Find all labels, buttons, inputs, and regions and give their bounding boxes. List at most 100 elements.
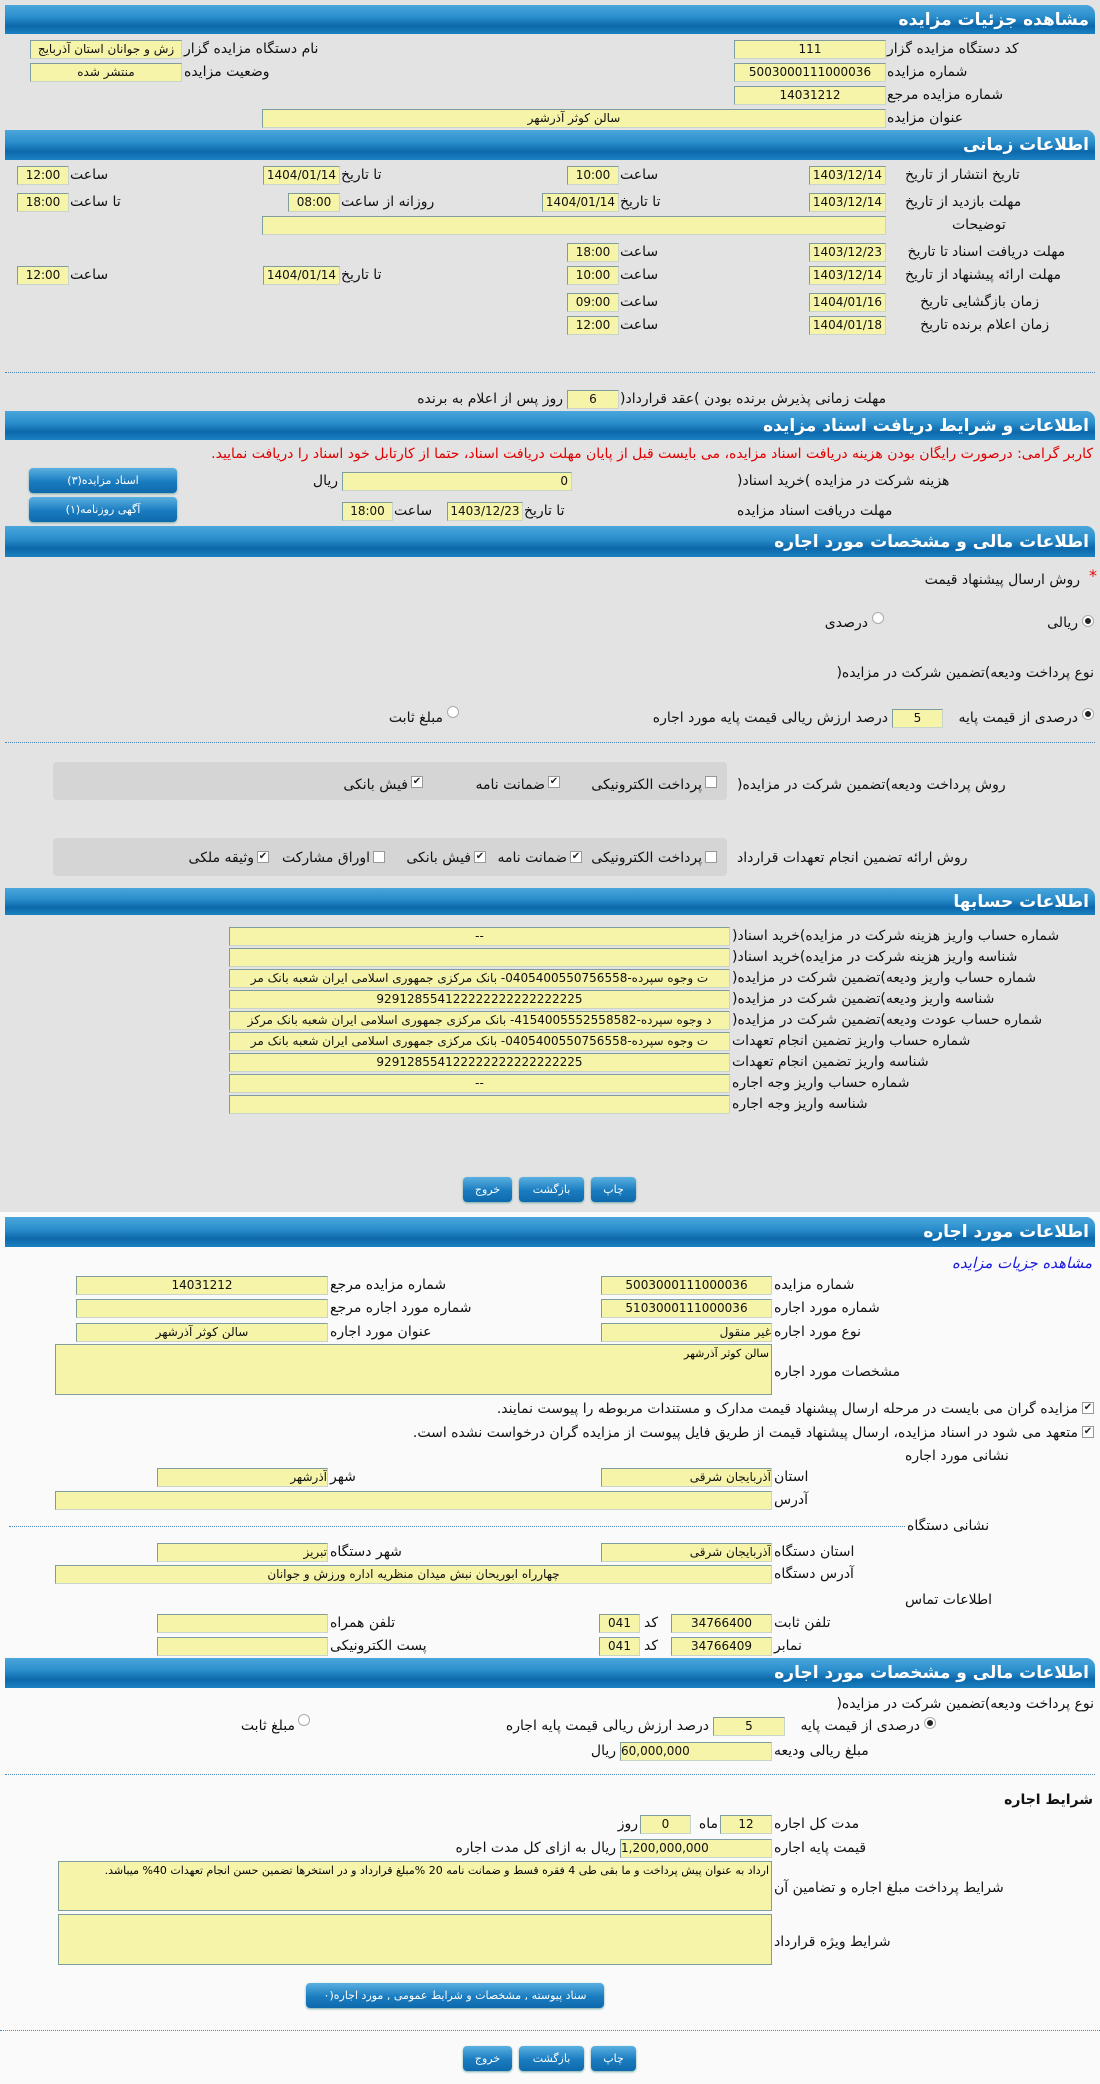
province-field[interactable]: آذربایجان شرقی <box>601 1468 772 1487</box>
auction-subject-label: عنوان مزایده <box>887 110 964 126</box>
auction-details-link[interactable]: مشاهده جزیات مزایده <box>952 1254 1092 1272</box>
offer-to-time[interactable]: 12:00 <box>17 266 69 285</box>
offer-from-time[interactable]: 10:00 <box>567 266 619 285</box>
lease-item-ref[interactable] <box>76 1299 328 1318</box>
org-city-field[interactable]: تبریز <box>157 1543 328 1562</box>
exit-button[interactable]: خروج <box>463 1177 512 1202</box>
address-field[interactable] <box>55 1491 772 1510</box>
fee-field[interactable]: 0 <box>342 472 572 491</box>
docs-to-date[interactable]: 1403/12/23 <box>447 502 523 521</box>
days-field[interactable]: 0 <box>640 1815 691 1834</box>
opening-date[interactable]: 1404/01/16 <box>809 293 886 312</box>
city-field[interactable]: آذرشهر <box>157 1468 328 1487</box>
phone-field[interactable]: 34766400 <box>671 1614 772 1633</box>
deposit-payment-label: روش پرداخت ودیعه)تضمین شرکت در مزایده( <box>737 777 1006 793</box>
lease-spec-textarea[interactable]: سالن کوثر آذرشهر <box>55 1344 772 1395</box>
account-field[interactable]: د وجوه سپرده-4154005552558582- بانک مرکز… <box>229 1011 730 1030</box>
offer-to-date[interactable]: 1404/01/14 <box>263 266 340 285</box>
newspaper-ad-button[interactable]: آگهی روزنامه(۱) <box>29 497 177 522</box>
docs-to-time[interactable]: 18:00 <box>342 502 393 521</box>
print-button[interactable]: چاپ <box>591 1177 636 1202</box>
pct-base-radio[interactable] <box>1082 708 1094 720</box>
account-field[interactable] <box>229 948 730 967</box>
checkbox-bank-receipt[interactable]: ✔ <box>411 776 423 788</box>
deposit-type-label: نوع پرداخت ودیعه)تضمین شرکت در مزایده( <box>836 1696 1094 1712</box>
percent-radio[interactable] <box>872 612 884 624</box>
exit-button[interactable]: خروج <box>463 2046 512 2071</box>
print-button[interactable]: چاپ <box>591 2046 636 2071</box>
back-button[interactable]: بازگشت <box>519 2046 584 2071</box>
special-terms-textarea[interactable] <box>58 1914 772 1965</box>
org-name-field[interactable]: زش و جوانان استان آذربایج <box>30 40 182 59</box>
checkbox-bonds[interactable] <box>373 851 385 863</box>
org-address-field[interactable]: چهارراه ابوریحان نبش میدان منظریه اداره … <box>55 1565 772 1584</box>
attachments-button[interactable]: سناد پیوسته , مشخصات و شرایط عمومی , مور… <box>306 1983 604 2008</box>
account-field[interactable]: -- <box>229 927 730 946</box>
email-field[interactable] <box>157 1637 328 1656</box>
account-field[interactable]: 929128554122222222222222225 <box>229 1053 730 1072</box>
lease-ref-number[interactable]: 14031212 <box>76 1276 328 1295</box>
checkbox-bank-receipt[interactable]: ✔ <box>474 851 486 863</box>
checkbox-no-attachment-commit[interactable]: ✔ <box>1082 1426 1094 1438</box>
publish-from-date[interactable]: 1403/12/14 <box>809 166 886 185</box>
notes-field[interactable] <box>262 216 886 235</box>
ref-number-field[interactable]: 14031212 <box>734 86 886 105</box>
fax-field[interactable]: 34766409 <box>671 1637 772 1656</box>
rial-radio[interactable] <box>1082 615 1094 627</box>
months-field[interactable]: 12 <box>720 1815 772 1834</box>
fixed-radio[interactable] <box>298 1714 310 1726</box>
visit-daily-from[interactable]: 08:00 <box>288 193 340 212</box>
checkbox-electronic[interactable] <box>705 776 717 788</box>
account-field[interactable]: -- <box>229 1074 730 1093</box>
winner-date[interactable]: 1404/01/18 <box>809 316 886 335</box>
lease-pct-field[interactable]: 5 <box>713 1717 785 1736</box>
docs-deadline-date[interactable]: 1403/12/23 <box>809 243 886 262</box>
base-price-field[interactable]: 1,200,000,000 <box>620 1839 772 1858</box>
phone-code-field[interactable]: 041 <box>599 1614 640 1633</box>
lease-item-number[interactable]: 5103000111000036 <box>601 1299 772 1318</box>
auction-number-field[interactable]: 5003000111000036 <box>734 63 886 82</box>
mobile-field[interactable] <box>157 1614 328 1633</box>
account-field[interactable]: 929128554122222222222222225 <box>229 990 730 1009</box>
visit-to-date[interactable]: 1404/01/14 <box>542 193 619 212</box>
visit-daily-to[interactable]: 18:00 <box>17 193 69 212</box>
award-deadline-label: مهلت زمانی پذیرش برنده بودن )عقد قرارداد… <box>620 391 887 407</box>
org-address-title: نشانی دستگاه <box>907 1518 990 1534</box>
org-code-field[interactable]: 111 <box>734 40 886 59</box>
publish-to-time[interactable]: 12:00 <box>17 166 69 185</box>
auction-docs-button[interactable]: اسناد مزایده(۳) <box>29 468 177 493</box>
deposit-amount-field[interactable]: 60,000,000 <box>620 1742 772 1761</box>
checkbox-attachments-required[interactable]: ✔ <box>1082 1402 1094 1414</box>
label: نوع مورد اجاره <box>774 1324 862 1340</box>
lease-auction-number[interactable]: 5003000111000036 <box>601 1276 772 1295</box>
checkbox-guarantee[interactable]: ✔ <box>570 851 582 863</box>
account-field[interactable]: ت وجوه سپرده-0405400550756558- بانک مرکز… <box>229 1032 730 1051</box>
checkbox-property-collateral[interactable]: ✔ <box>257 851 269 863</box>
pct-field[interactable]: 5 <box>892 709 943 728</box>
auction-status-field[interactable]: منتشر شده <box>30 63 182 82</box>
winner-time[interactable]: 12:00 <box>567 316 619 335</box>
label: عنوان مورد اجاره <box>330 1324 432 1340</box>
fax-code-field[interactable]: 041 <box>599 1637 640 1656</box>
divider <box>5 372 1095 373</box>
lease-name[interactable]: سالن کوثر آذرشهر <box>76 1323 328 1342</box>
checkbox-electronic[interactable] <box>705 851 717 863</box>
lease-type[interactable]: غیر منقول <box>601 1323 772 1342</box>
opening-time[interactable]: 09:00 <box>567 293 619 312</box>
docs-deadline-time[interactable]: 18:00 <box>567 243 619 262</box>
award-days-field[interactable]: 6 <box>567 390 619 409</box>
checkbox-guarantee[interactable]: ✔ <box>548 776 560 788</box>
offer-from-date[interactable]: 1403/12/14 <box>809 266 886 285</box>
fixed-radio[interactable] <box>447 706 459 718</box>
visit-from-date[interactable]: 1403/12/14 <box>809 193 886 212</box>
pct-base-radio[interactable] <box>924 1717 936 1729</box>
publish-to-date[interactable]: 1404/01/14 <box>263 166 340 185</box>
auction-subject-field[interactable]: سالن کوثر آذرشهر <box>262 109 886 128</box>
payment-terms-textarea[interactable]: ارداد به عنوان پیش پرداخت و ما بقی طی 4 … <box>58 1861 772 1911</box>
publish-from-time[interactable]: 10:00 <box>567 166 619 185</box>
org-province-field[interactable]: آذربایجان شرقی <box>601 1543 772 1562</box>
account-field[interactable] <box>229 1095 730 1114</box>
back-button[interactable]: بازگشت <box>519 1177 584 1202</box>
account-label: شناسه واریز وجه اجاره <box>732 1096 868 1112</box>
account-field[interactable]: ت وجوه سپرده-0405400550756558- بانک مرکز… <box>229 969 730 988</box>
